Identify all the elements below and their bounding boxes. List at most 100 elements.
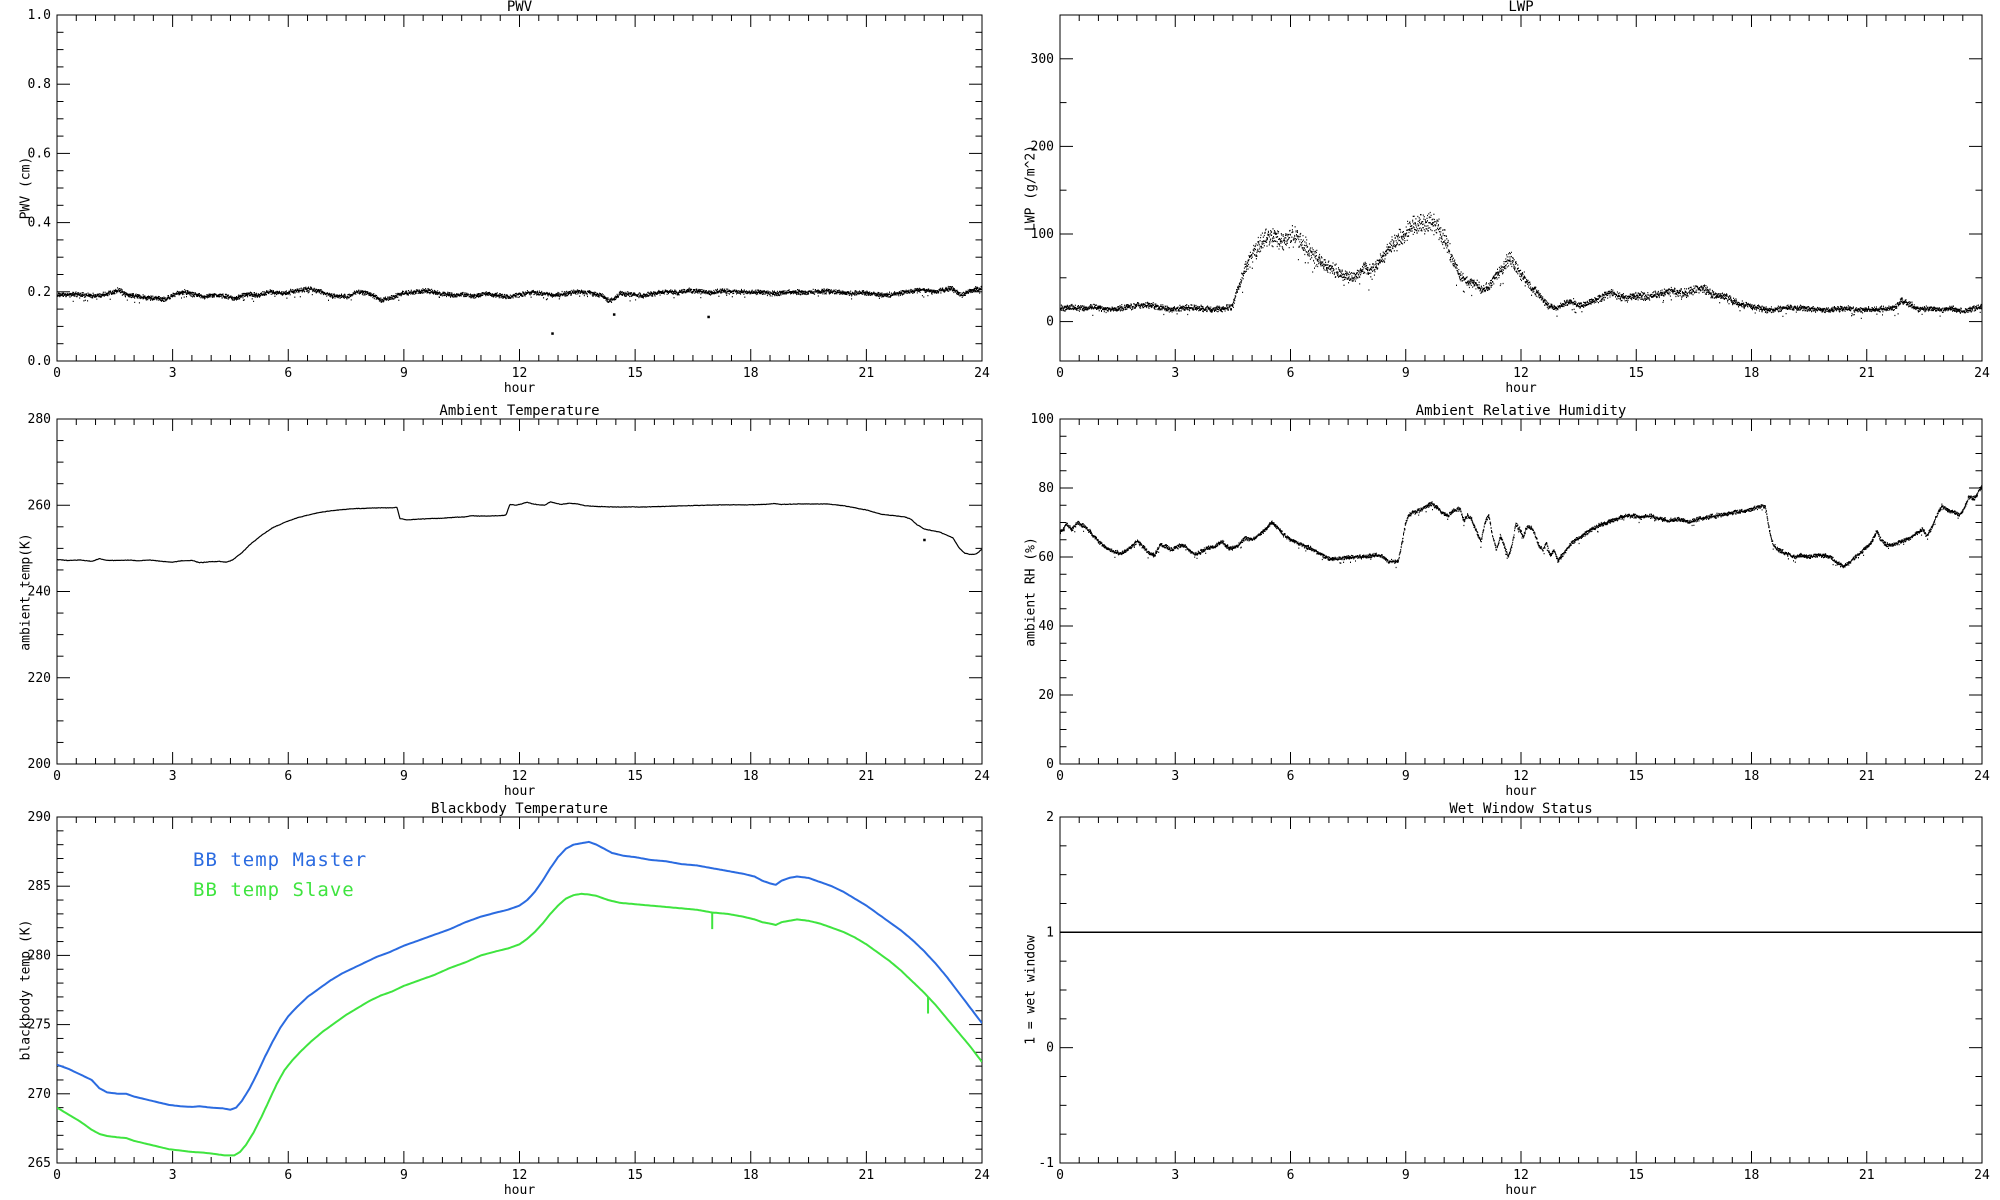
svg-text:12: 12 [512, 366, 528, 381]
svg-text:100: 100 [1031, 227, 1054, 242]
svg-text:12: 12 [1513, 769, 1529, 784]
svg-text:20: 20 [1038, 688, 1054, 703]
svg-text:280: 280 [28, 948, 51, 963]
svg-text:1: 1 [1046, 925, 1054, 940]
svg-text:0.0: 0.0 [28, 354, 51, 369]
x-axis-label-wet-window: hour [1505, 1183, 1537, 1198]
svg-text:0: 0 [53, 1168, 61, 1183]
plot-title-ambient-rh: Ambient Relative Humidity [1415, 403, 1627, 419]
svg-text:300: 300 [1031, 52, 1054, 67]
svg-text:1.0: 1.0 [28, 8, 51, 23]
svg-text:290: 290 [28, 810, 51, 825]
svg-text:6: 6 [1287, 366, 1295, 381]
legend-bb-temp-master: BB temp Master [193, 849, 368, 871]
x-axis-label-ambient-rh: hour [1505, 784, 1537, 799]
svg-text:0.2: 0.2 [28, 285, 51, 300]
svg-text:6: 6 [284, 366, 292, 381]
svg-text:280: 280 [28, 412, 51, 427]
svg-text:15: 15 [627, 1168, 643, 1183]
svg-text:21: 21 [1859, 366, 1875, 381]
chart-ambient-temperature: 0 3 6 9 12 15 18 21 24 200 220 240 260 280 [28, 412, 990, 784]
svg-text:0: 0 [1046, 1041, 1054, 1056]
svg-text:21: 21 [859, 769, 875, 784]
svg-text:6: 6 [284, 769, 292, 784]
chart-pwv: 0 3 6 9 12 15 18 21 24 0.0 0.2 0.4 0.6 0.8 1.0 [28, 8, 990, 381]
svg-text:12: 12 [512, 769, 528, 784]
svg-text:9: 9 [1402, 1168, 1410, 1183]
x-axis-label-ambient-temp: hour [503, 784, 536, 799]
svg-text:270: 270 [28, 1087, 51, 1102]
svg-text:12: 12 [1513, 1168, 1529, 1183]
chart-blackbody-temperature: 0 3 6 9 12 15 18 21 24 265 270 275 280 285 290 [28, 810, 990, 1183]
svg-text:18: 18 [743, 1168, 759, 1183]
plot-title-lwp: LWP [1508, 0, 1534, 15]
svg-text:240: 240 [28, 585, 51, 600]
svg-text:-1: -1 [1038, 1156, 1054, 1171]
svg-text:15: 15 [1628, 366, 1644, 381]
svg-text:24: 24 [1974, 366, 1990, 381]
svg-text:12: 12 [512, 1168, 528, 1183]
svg-text:15: 15 [627, 366, 643, 381]
svg-text:220: 220 [28, 671, 51, 686]
svg-text:12: 12 [1513, 366, 1529, 381]
chart-ambient-relative-humidity: 0 3 6 9 12 15 18 21 24 0 20 40 60 80 100 [1031, 412, 1990, 784]
svg-text:9: 9 [400, 1168, 408, 1183]
svg-text:0: 0 [1046, 315, 1054, 330]
x-axis-label-blackbody-temp: hour [503, 1183, 536, 1198]
x-axis-label-pwv: hour [503, 381, 536, 396]
svg-text:18: 18 [743, 366, 759, 381]
svg-text:100: 100 [1031, 412, 1054, 427]
svg-text:21: 21 [1859, 769, 1875, 784]
svg-text:15: 15 [1628, 769, 1644, 784]
svg-text:200: 200 [28, 757, 51, 772]
svg-text:60: 60 [1038, 550, 1054, 565]
plot-title-ambient-temp: Ambient Temperature [439, 403, 600, 419]
svg-text:0.4: 0.4 [28, 216, 52, 231]
svg-text:0.8: 0.8 [28, 77, 51, 92]
svg-text:9: 9 [1402, 769, 1410, 784]
svg-text:6: 6 [1287, 769, 1295, 784]
svg-text:15: 15 [1628, 1168, 1644, 1183]
svg-text:21: 21 [859, 1168, 875, 1183]
svg-text:24: 24 [1974, 769, 1990, 784]
svg-text:0: 0 [53, 769, 61, 784]
svg-text:0: 0 [1056, 769, 1064, 784]
svg-text:18: 18 [1744, 366, 1760, 381]
svg-text:24: 24 [974, 769, 990, 784]
plot-title-blackbody-temp: Blackbody Temperature [430, 801, 608, 817]
svg-text:200: 200 [1031, 139, 1054, 154]
svg-text:2: 2 [1046, 810, 1054, 825]
svg-text:15: 15 [627, 769, 643, 784]
svg-text:285: 285 [28, 879, 51, 894]
svg-text:275: 275 [28, 1018, 51, 1033]
svg-text:3: 3 [169, 769, 177, 784]
svg-text:6: 6 [1287, 1168, 1295, 1183]
svg-text:80: 80 [1038, 481, 1054, 496]
svg-text:3: 3 [1171, 769, 1179, 784]
svg-text:0: 0 [1046, 757, 1054, 772]
svg-text:21: 21 [1859, 1168, 1875, 1183]
svg-text:24: 24 [974, 1168, 990, 1183]
svg-text:18: 18 [1744, 1168, 1760, 1183]
svg-text:0: 0 [1056, 1168, 1064, 1183]
plot-title-wet-window: Wet Window Status [1449, 801, 1593, 817]
svg-text:18: 18 [1744, 769, 1760, 784]
svg-text:40: 40 [1038, 619, 1054, 634]
svg-text:260: 260 [28, 498, 51, 513]
svg-text:3: 3 [169, 1168, 177, 1183]
x-axis-label-lwp: hour [1505, 381, 1537, 396]
svg-text:24: 24 [1974, 1168, 1990, 1183]
svg-text:9: 9 [1402, 366, 1410, 381]
svg-text:3: 3 [1171, 366, 1179, 381]
plot-title-pwv: PWV [506, 0, 533, 15]
svg-text:9: 9 [400, 366, 408, 381]
svg-text:6: 6 [284, 1168, 292, 1183]
svg-text:9: 9 [400, 769, 408, 784]
svg-text:21: 21 [859, 366, 875, 381]
svg-text:0.6: 0.6 [28, 146, 51, 161]
chart-lwp: 0 3 6 9 12 15 18 21 24 0 100 200 300 [1031, 14, 1990, 381]
svg-text:0: 0 [1056, 366, 1064, 381]
blackbody-legend: BB temp Master BB temp Slave [193, 845, 367, 905]
